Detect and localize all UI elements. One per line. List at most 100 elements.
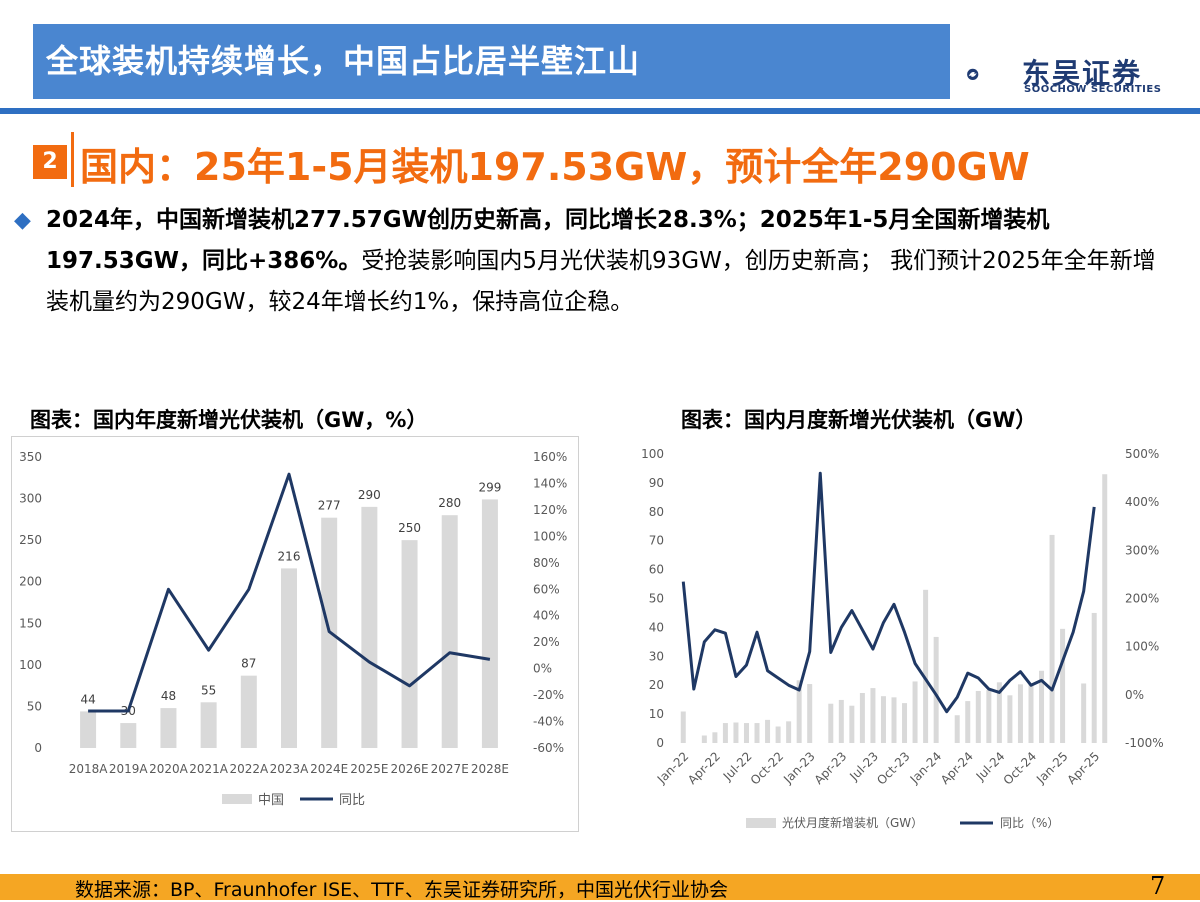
y-left-tick-label: 300 bbox=[19, 492, 42, 506]
body-paragraph: 2024年，中国新增装机277.57GW创历史新高，同比增长28.3%；2025… bbox=[46, 200, 1176, 323]
legend-swatch-monthly bbox=[746, 818, 776, 828]
y-left-tick-label: 70 bbox=[649, 534, 664, 548]
bar-monthly bbox=[743, 723, 749, 743]
x-tick-label: 2025E bbox=[350, 762, 388, 776]
bar-china bbox=[281, 568, 297, 748]
y-left-tick-label: 60 bbox=[649, 563, 664, 577]
bar-monthly bbox=[1007, 695, 1013, 743]
bar-monthly bbox=[712, 732, 718, 743]
bar-monthly bbox=[828, 703, 834, 743]
section-number-badge: 2 bbox=[33, 145, 67, 179]
x-tick-label: Apr-25 bbox=[1064, 749, 1102, 787]
y-left-tick-label: 80 bbox=[649, 505, 664, 519]
y-right-tick-label: -20% bbox=[533, 688, 564, 702]
y-left-tick-label: 100 bbox=[19, 658, 42, 672]
y-right-tick-label: 120% bbox=[533, 503, 567, 517]
y-right-tick-label: 40% bbox=[533, 609, 560, 623]
x-tick-label: Oct-22 bbox=[748, 749, 786, 787]
bar-china bbox=[200, 702, 217, 748]
bar-china bbox=[361, 506, 378, 748]
bar-monthly bbox=[765, 719, 771, 743]
body-normal-text: 受抢装影响国内5月光伏装机93GW，创历史新高； 我们预计2025年全年新增装机… bbox=[46, 248, 1156, 315]
bar-monthly bbox=[912, 681, 918, 743]
y-left-tick-label: 40 bbox=[649, 620, 664, 634]
bar-monthly bbox=[1060, 628, 1066, 743]
x-tick-label: Apr-22 bbox=[685, 749, 723, 787]
bar-monthly bbox=[996, 682, 1002, 743]
y-right-tick-label: 140% bbox=[533, 476, 567, 490]
x-tick-label: 2020A bbox=[149, 762, 189, 776]
logo-name: 东吴证券 bbox=[1022, 57, 1143, 90]
bar-monthly bbox=[796, 680, 802, 743]
y-right-tick-label: 160% bbox=[533, 450, 567, 464]
bar-monthly bbox=[701, 735, 707, 743]
bar-monthly bbox=[722, 723, 728, 743]
x-tick-label: Oct-24 bbox=[1001, 749, 1039, 787]
y-left-tick-label: 200 bbox=[19, 575, 42, 589]
legend-label-yoy: 同比（%） bbox=[1000, 816, 1059, 830]
bar-china bbox=[401, 540, 418, 748]
y-left-tick-label: 100 bbox=[641, 447, 664, 461]
y-left-tick-label: 350 bbox=[19, 450, 42, 464]
body-bold-text: 2024年，中国新增装机277.57GW创历史新高，同比增长28.3%；2025… bbox=[46, 207, 1050, 274]
x-tick-label: 2024E bbox=[310, 762, 348, 776]
monthly-install-chart: 0 10 20 30 40 50 60 70 80 90 100 -100% 0% 100% 200% 300… bbox=[641, 447, 1164, 830]
y-right-tick-label: 80% bbox=[533, 556, 560, 570]
bar-monthly bbox=[1017, 684, 1023, 743]
y-left-tick-label: 30 bbox=[649, 649, 664, 663]
footer-source: 数据来源：BP、Fraunhofer ISE、TTF、东吴证券研究所，中国光伏行… bbox=[75, 879, 728, 901]
chart2-title: 图表：国内月度新增光伏装机（GW） bbox=[681, 408, 1037, 432]
y-left-tick-label: 10 bbox=[649, 707, 664, 721]
y-right-tick-label: 200% bbox=[1125, 592, 1159, 606]
bar-monthly bbox=[775, 726, 781, 743]
y-right-tick-label: 400% bbox=[1125, 495, 1159, 509]
header-banner bbox=[33, 24, 950, 99]
bar-data-label: 277 bbox=[318, 499, 341, 513]
y-right-tick-label: -100% bbox=[1125, 736, 1164, 750]
footer-bar bbox=[0, 874, 1200, 900]
section-title: 国内：25年1-5月装机197.53GW，预计全年290GW bbox=[80, 145, 1030, 189]
soochow-logo-icon bbox=[967, 68, 979, 80]
x-tick-label: 2019A bbox=[109, 762, 149, 776]
y-right-tick-label: 20% bbox=[533, 635, 560, 649]
bar-data-label: 299 bbox=[478, 480, 501, 494]
bar-monthly bbox=[807, 684, 813, 743]
x-tick-label: 2023A bbox=[270, 762, 310, 776]
bar-data-label: 44 bbox=[80, 692, 95, 706]
x-tick-label: Jan-23 bbox=[780, 749, 818, 787]
annual-install-chart: 0 50 100 150 200 250 300 350 -60% -40% -20% 0% 20% 40… bbox=[19, 450, 567, 808]
bar-china bbox=[160, 708, 177, 748]
bar-monthly bbox=[786, 721, 792, 743]
legend-label-china: 中国 bbox=[258, 793, 284, 808]
bar-monthly bbox=[975, 690, 981, 743]
y-left-tick-label: 90 bbox=[649, 476, 664, 490]
bar-monthly bbox=[1091, 612, 1097, 743]
x-tick-label: 2028E bbox=[471, 762, 509, 776]
bar-monthly bbox=[902, 703, 908, 743]
y-right-tick-label: 60% bbox=[533, 582, 560, 596]
section-accent-bar bbox=[71, 132, 74, 187]
legend-label-monthly: 光伏月度新增装机（GW） bbox=[782, 815, 923, 830]
line-yoy bbox=[88, 472, 491, 713]
y-right-tick-label: 500% bbox=[1125, 447, 1159, 461]
y-left-tick-label: 0 bbox=[34, 741, 42, 755]
x-tick-label: Jan-25 bbox=[1033, 749, 1071, 787]
x-tick-label: Jan-24 bbox=[907, 749, 945, 787]
bar-data-label: 87 bbox=[241, 657, 256, 671]
bar-data-label: 48 bbox=[161, 689, 176, 703]
line-yoy bbox=[681, 471, 1096, 714]
x-tick-label: Jan-22 bbox=[654, 749, 692, 787]
bar-monthly bbox=[986, 690, 992, 743]
bar-monthly bbox=[880, 696, 886, 743]
y-right-tick-label: 0% bbox=[533, 662, 552, 676]
bar-monthly bbox=[1102, 474, 1108, 743]
legend-label-yoy: 同比 bbox=[339, 793, 365, 808]
logo-subtitle: SOOCHOW SECURITIES bbox=[1024, 84, 1162, 95]
bar-monthly bbox=[838, 699, 844, 743]
x-tick-label: 2027E bbox=[431, 762, 469, 776]
bar-china bbox=[481, 499, 498, 748]
bar-monthly bbox=[870, 688, 876, 743]
y-left-tick-label: 50 bbox=[27, 699, 42, 713]
y-right-tick-label: 100% bbox=[533, 529, 567, 543]
bar-monthly bbox=[859, 693, 865, 743]
